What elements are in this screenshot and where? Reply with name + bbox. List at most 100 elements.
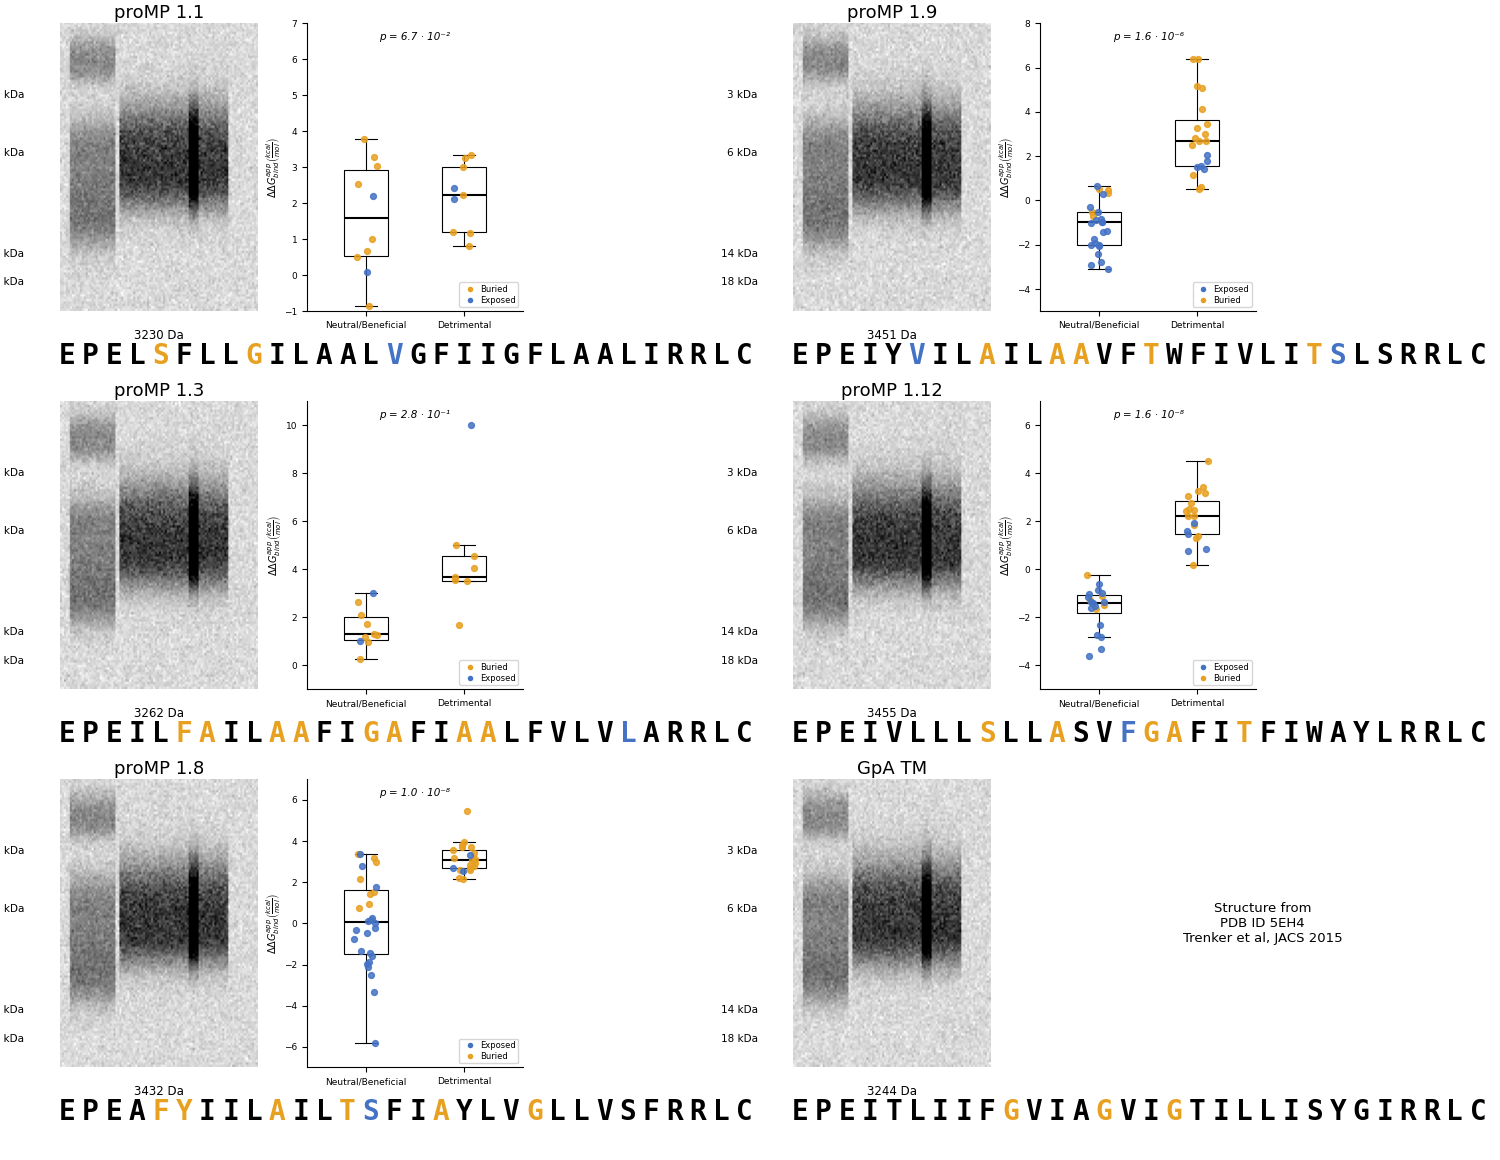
Point [458,856,482,875]
Text: L: L [956,720,972,748]
Text: 6 kDa: 6 kDa [728,147,758,158]
Text: I: I [432,720,450,748]
Point [357,952,381,971]
Point [1096,260,1120,278]
Text: 18 kDa: 18 kDa [720,1034,758,1044]
Text: F: F [315,720,333,748]
Text: A: A [1166,720,1182,748]
Text: R: R [666,1099,682,1126]
Point [356,241,380,260]
Text: 14 kDa: 14 kDa [0,1005,24,1015]
Text: G: G [410,342,426,370]
Point [1190,100,1214,118]
Point [357,894,381,913]
Text: F: F [176,342,192,370]
Text: F: F [1119,342,1136,370]
Text: E: E [839,1099,855,1126]
Text: L: L [549,342,566,370]
Text: L: L [246,1099,262,1126]
Text: L: L [1026,720,1042,748]
Point [1192,159,1216,177]
Y-axis label: $\Delta\Delta G^{app}_{bind}\left(\frac{kcal}{mol}\right)$: $\Delta\Delta G^{app}_{bind}\left(\frac{… [998,515,1016,575]
Text: 6 kDa: 6 kDa [728,904,758,914]
Text: I: I [200,1099,216,1126]
Text: 3455 Da: 3455 Da [867,706,916,719]
Point [348,844,372,863]
Text: I: I [129,720,146,748]
Text: R: R [1400,720,1416,748]
Text: I: I [222,1099,238,1126]
Point [458,224,482,242]
Point [1192,125,1216,144]
Text: C: C [1470,720,1486,748]
Point [342,929,366,948]
Point [1188,180,1212,198]
Point [1180,136,1204,154]
Point [458,237,482,255]
Text: A: A [480,720,496,748]
Text: G: G [503,342,519,370]
Text: P: P [82,720,99,748]
Text: L: L [315,1099,333,1126]
Point [452,833,476,851]
Text: R: R [1400,1099,1416,1126]
Point [1095,181,1119,200]
Text: F: F [1190,342,1206,370]
Point [1090,184,1114,203]
Text: 18 kDa: 18 kDa [720,277,758,288]
Y-axis label: $\Delta\Delta G^{app}_{bind}\left(\frac{kcal}{mol}\right)$: $\Delta\Delta G^{app}_{bind}\left(\frac{… [266,515,285,575]
Text: G: G [246,342,262,370]
Text: I: I [932,342,950,370]
Text: A: A [1048,342,1065,370]
Legend: Exposed, Buried: Exposed, Buried [1192,282,1251,307]
Text: F: F [526,342,543,370]
Y-axis label: $\Delta\Delta G^{app}_{bind}\left(\frac{kcal}{mol}\right)$: $\Delta\Delta G^{app}_{bind}\left(\frac{… [998,137,1016,197]
Point [1078,592,1102,610]
Text: W: W [1166,342,1182,370]
Point [441,189,465,208]
Title: proMP 1.1: proMP 1.1 [114,3,204,22]
Point [360,583,384,602]
Point [348,632,372,651]
Text: 3451 Da: 3451 Da [867,328,916,341]
Title: proMP 1.8: proMP 1.8 [114,760,204,777]
Text: R: R [690,342,706,370]
Point [1076,587,1100,606]
Point [452,186,476,204]
Text: p = 2.8 · 10⁻¹: p = 2.8 · 10⁻¹ [380,409,450,420]
Point [1095,222,1119,240]
Text: A: A [980,342,996,370]
Point [444,536,468,554]
Point [453,148,477,167]
Text: F: F [1119,720,1136,748]
Text: S: S [1329,342,1346,370]
Text: L: L [573,1099,590,1126]
Point [442,571,466,589]
Text: E: E [105,720,122,748]
Point [356,955,380,973]
Text: L: L [909,720,926,748]
Text: T: T [885,1099,902,1126]
Point [442,848,466,867]
Point [1186,481,1210,500]
Point [459,838,483,856]
Point [360,911,384,929]
Point [456,572,480,590]
Point [1186,49,1210,67]
Text: I: I [1048,1099,1065,1126]
Text: p = 6.7 · 10⁻²: p = 6.7 · 10⁻² [380,31,450,42]
Point [1180,556,1204,574]
Legend: Exposed, Buried: Exposed, Buried [459,1038,519,1064]
Text: G: G [1166,1099,1182,1126]
Text: A: A [456,720,472,748]
Text: Y: Y [456,1099,472,1126]
Text: S: S [363,1099,380,1126]
Text: P: P [815,720,833,748]
Text: C: C [736,342,753,370]
Point [1182,500,1206,519]
Point [459,693,483,711]
Point [363,914,387,933]
Point [1092,595,1116,614]
Point [1190,79,1214,97]
Text: A: A [1072,1099,1089,1126]
